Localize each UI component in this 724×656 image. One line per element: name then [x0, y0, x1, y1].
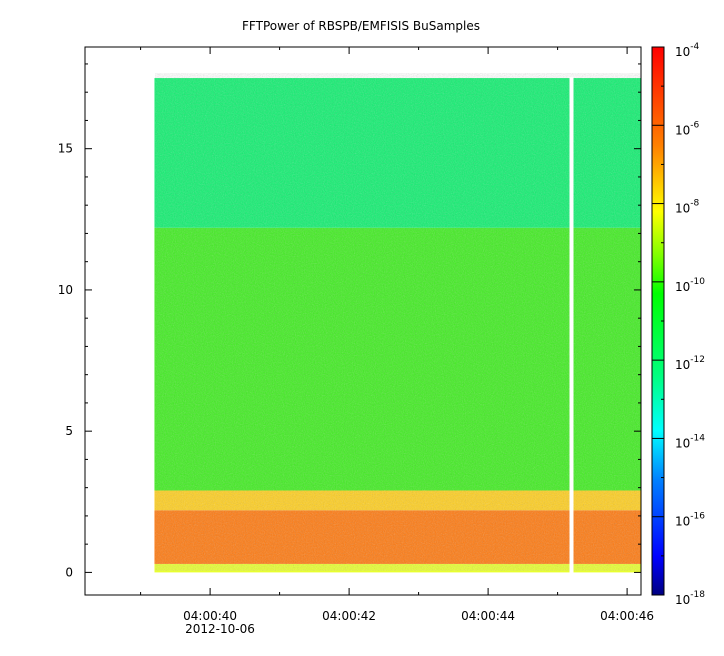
plot-frame — [84, 46, 642, 596]
colorbar-tick-label: 10-12 — [675, 355, 705, 372]
colorbar-tick-label: 10-8 — [675, 199, 700, 216]
y-axis: 0 5 10 15 — [58, 63, 641, 579]
x-tick-label: 04:00:42 — [322, 609, 376, 623]
y-tick-label: 15 — [58, 142, 73, 156]
x-axis-date-label: 2012-10-06 — [185, 622, 255, 636]
x-tick-label: 04:00:40 — [183, 609, 237, 623]
x-tick-label: 04:00:46 — [600, 609, 654, 623]
spectrogram-noise-texture — [155, 73, 640, 571]
y-tick-label: 10 — [58, 283, 73, 297]
data-gap-stripe — [569, 77, 574, 574]
colorbar-tick-label: 10-6 — [675, 120, 700, 137]
colorbar-tick-label: 10-18 — [675, 590, 705, 607]
colorbar-axis: 10-4 10-6 10-8 10-10 10-12 10-14 10-16 10-18 — [652, 42, 705, 607]
y-tick-label: 5 — [65, 424, 73, 438]
x-axis: 04:00:40 04:00:42 04:00:44 04:00:46 — [140, 47, 654, 623]
colorbar — [652, 47, 664, 595]
chart-title: FFTPower of RBSPB/EMFISIS BuSamples — [242, 19, 480, 33]
colorbar-tick-label: 10-4 — [675, 42, 700, 59]
colorbar-tick-label: 10-10 — [675, 277, 705, 294]
x-tick-label: 04:00:44 — [461, 609, 515, 623]
y-tick-label: 0 — [65, 565, 73, 579]
colorbar-tick-label: 10-16 — [675, 512, 705, 529]
colorbar-tick-label: 10-14 — [675, 433, 705, 450]
data-gap — [569, 77, 574, 574]
